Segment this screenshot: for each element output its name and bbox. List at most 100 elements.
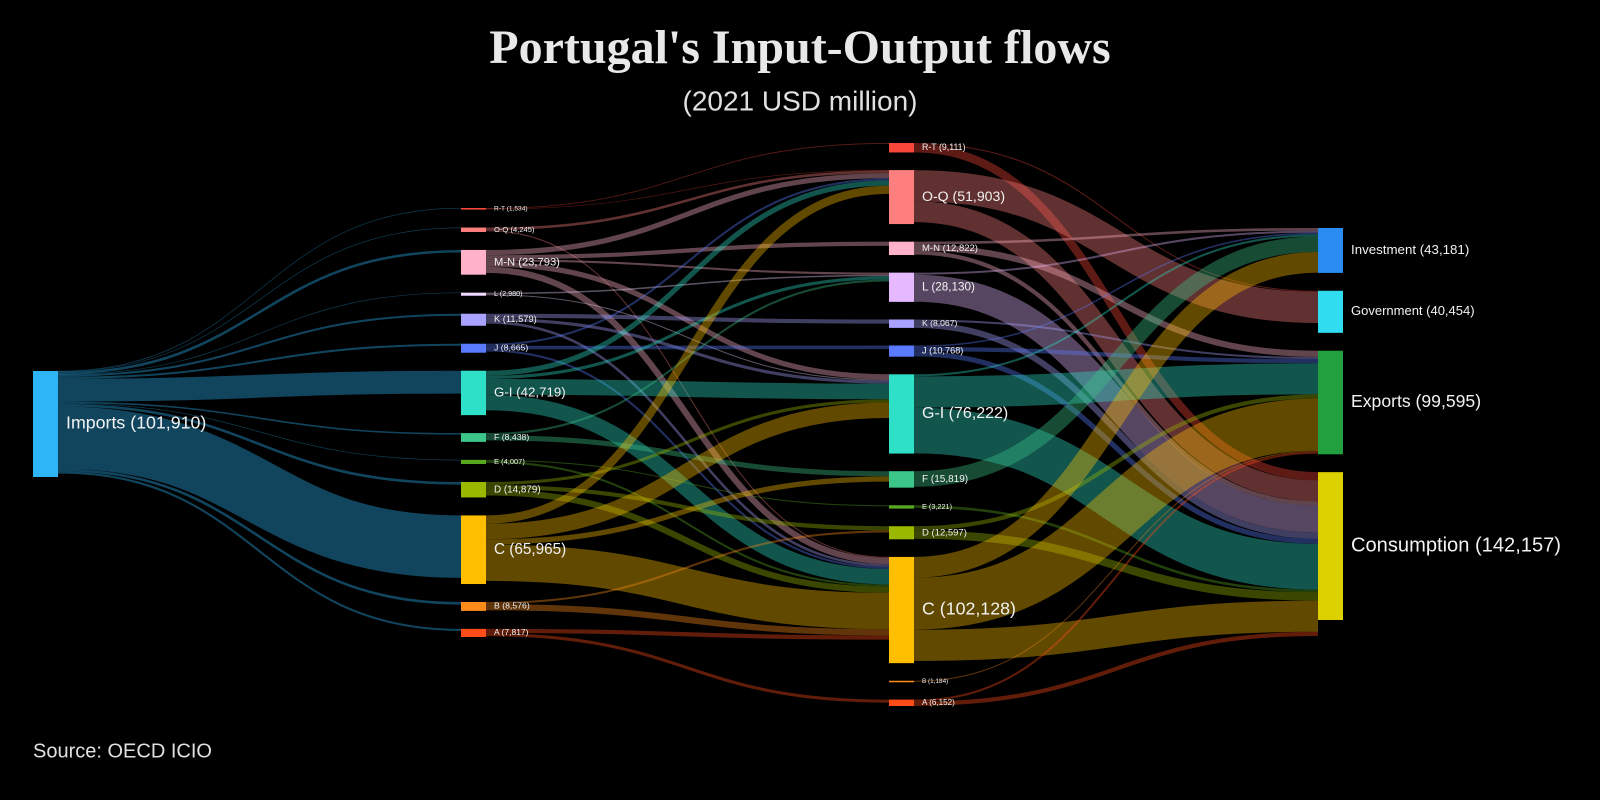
node-label: K (8,067): [922, 318, 957, 328]
source-note: Source: OECD ICIO: [33, 740, 212, 762]
node-label: F (8,438): [494, 432, 529, 442]
link: [485, 143, 890, 209]
link: [485, 313, 890, 324]
link: [913, 144, 1319, 481]
link: [57, 370, 462, 402]
node: [889, 345, 914, 357]
link: [485, 294, 890, 381]
link: [913, 201, 1319, 502]
link: [485, 276, 890, 380]
node: [889, 143, 914, 153]
link: [485, 349, 890, 569]
node-label: B (1,184): [922, 678, 948, 685]
node: [461, 208, 486, 210]
node-label: E (3,221): [922, 502, 952, 511]
link: [913, 251, 1319, 578]
link: [485, 459, 890, 507]
link: [913, 407, 1319, 590]
link: [913, 250, 1319, 506]
link: [913, 228, 1319, 245]
link: [485, 230, 890, 558]
node-label: R-T (9,111): [922, 142, 966, 152]
link: [913, 232, 1319, 348]
node: [1318, 290, 1343, 333]
link: [485, 402, 890, 540]
link: [57, 227, 462, 372]
link: [57, 471, 462, 631]
node-label: L (28,130): [922, 280, 975, 293]
node: [461, 343, 486, 353]
node: [1318, 472, 1343, 620]
link: [913, 236, 1319, 487]
link: [485, 178, 890, 346]
link: [57, 249, 462, 375]
link: [485, 604, 890, 636]
node-label: C (65,965): [494, 541, 566, 558]
nodes: Imports (101,910) R-T (1,534) O-Q (4,245) M…: [33, 142, 1561, 707]
link: [485, 544, 890, 630]
link: [913, 234, 1319, 377]
link: [913, 230, 1319, 275]
node: [889, 471, 914, 488]
link: [913, 505, 1319, 593]
node-label: A (6,152): [922, 698, 955, 707]
node-label: C (102,128): [922, 599, 1016, 619]
node: [33, 371, 58, 477]
node-label: Investment (43,181): [1351, 242, 1469, 257]
link: [485, 274, 890, 295]
node: [889, 374, 914, 454]
link: [485, 279, 890, 436]
node-label: G-I (42,719): [494, 384, 566, 399]
node-label: B (8,576): [494, 601, 530, 611]
link: [57, 401, 462, 435]
link: [485, 628, 890, 640]
link: [913, 600, 1319, 661]
link: [485, 169, 890, 210]
link: [57, 292, 462, 375]
link: [485, 460, 890, 587]
node: [1318, 228, 1343, 273]
chart-subtitle: (2021 USD million): [683, 85, 918, 116]
node: [889, 699, 914, 706]
link: [485, 485, 890, 531]
link: [913, 394, 1319, 531]
link: [913, 319, 1319, 360]
link: [57, 343, 462, 379]
node-label: F (15,819): [922, 474, 968, 485]
node: [461, 433, 486, 442]
link: [913, 530, 1319, 601]
node-label: J (10,768): [922, 346, 963, 356]
link: [485, 261, 890, 380]
node: [461, 292, 486, 296]
link: [485, 399, 890, 486]
link: [913, 170, 1319, 324]
node: [1318, 350, 1343, 455]
link: [57, 403, 462, 485]
link: [485, 266, 890, 565]
node: [889, 505, 914, 509]
node-label: Government (40,454): [1351, 303, 1475, 318]
link: [913, 321, 1319, 539]
link: [57, 313, 462, 377]
link: [57, 207, 462, 372]
link: [485, 317, 890, 384]
link: [485, 241, 890, 260]
node-label: O-Q (4,245): [494, 225, 535, 234]
link: [485, 476, 890, 545]
node: [889, 241, 914, 256]
link: [485, 180, 890, 376]
node: [889, 526, 914, 540]
node-label: M-N (12,822): [922, 243, 978, 254]
link: [485, 530, 890, 605]
link: [913, 398, 1319, 630]
node: [461, 459, 486, 465]
node-label: R-T (1,534): [494, 206, 528, 213]
link: [57, 403, 462, 461]
node: [889, 272, 914, 302]
link: [485, 259, 890, 275]
node: [461, 628, 486, 637]
node-label: Imports (101,910): [66, 413, 206, 433]
node-label: D (14,879): [494, 484, 541, 495]
link: [485, 320, 890, 567]
